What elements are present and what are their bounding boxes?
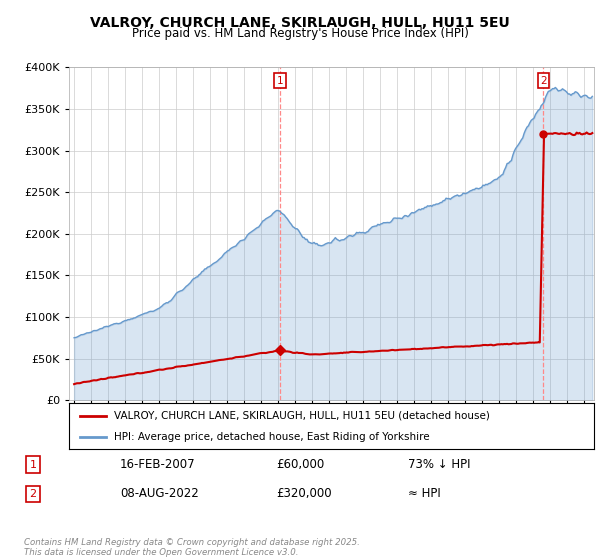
- Text: HPI: Average price, detached house, East Riding of Yorkshire: HPI: Average price, detached house, East…: [113, 432, 429, 442]
- Text: £60,000: £60,000: [276, 458, 324, 472]
- Text: 73% ↓ HPI: 73% ↓ HPI: [408, 458, 470, 472]
- Text: VALROY, CHURCH LANE, SKIRLAUGH, HULL, HU11 5EU (detached house): VALROY, CHURCH LANE, SKIRLAUGH, HULL, HU…: [113, 410, 490, 421]
- Text: 1: 1: [277, 76, 283, 86]
- Text: 08-AUG-2022: 08-AUG-2022: [120, 487, 199, 501]
- Text: Contains HM Land Registry data © Crown copyright and database right 2025.
This d: Contains HM Land Registry data © Crown c…: [24, 538, 360, 557]
- Text: 1: 1: [29, 460, 37, 470]
- Text: 2: 2: [29, 489, 37, 499]
- Text: 16-FEB-2007: 16-FEB-2007: [120, 458, 196, 472]
- Text: 2: 2: [540, 76, 547, 86]
- Text: ≈ HPI: ≈ HPI: [408, 487, 441, 501]
- Text: VALROY, CHURCH LANE, SKIRLAUGH, HULL, HU11 5EU: VALROY, CHURCH LANE, SKIRLAUGH, HULL, HU…: [90, 16, 510, 30]
- Text: £320,000: £320,000: [276, 487, 332, 501]
- Text: Price paid vs. HM Land Registry's House Price Index (HPI): Price paid vs. HM Land Registry's House …: [131, 27, 469, 40]
